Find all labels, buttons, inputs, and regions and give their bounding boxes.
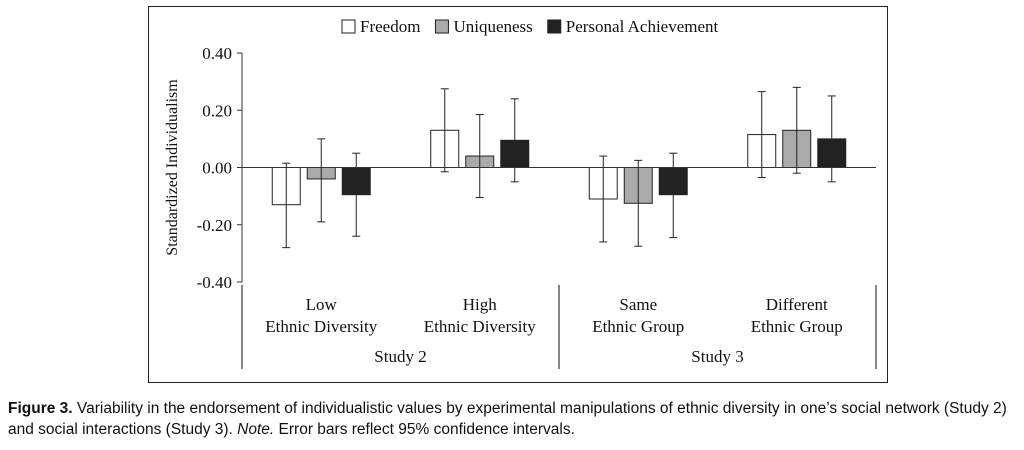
group-label: Study 3 <box>691 347 743 366</box>
caption-text-end: Error bars reflect 95% confidence interv… <box>274 421 575 438</box>
figure-caption: Figure 3. Variability in the endorsement… <box>8 398 1020 440</box>
category-label: Ethnic Group <box>592 317 684 336</box>
legend-swatch <box>341 19 356 34</box>
y-tick-label: 0.20 <box>202 101 232 120</box>
y-tick-label: 0.40 <box>202 44 232 63</box>
legend-swatch <box>547 19 562 34</box>
legend-label: Uniqueness <box>453 17 532 36</box>
y-tick-label: 0.00 <box>202 159 232 178</box>
legend-label: Personal Achievement <box>566 17 719 36</box>
category-label: Low <box>306 295 338 314</box>
caption-label: Figure 3. <box>8 400 73 417</box>
caption-note: Note. <box>237 421 275 438</box>
caption-text: Variability in the endorsement of indivi… <box>8 400 1007 438</box>
category-label: Ethnic Group <box>751 317 843 336</box>
legend-label: Freedom <box>360 17 420 36</box>
legend-swatch <box>434 19 449 34</box>
y-tick-label: -0.20 <box>197 216 232 235</box>
chart-frame: 0.40 0.20 0.00 -0.20 -0.40 Standardized Indiv… <box>148 6 888 383</box>
y-axis-label: Standardized Individualism <box>164 79 181 256</box>
y-tick-label: -0.40 <box>197 273 232 292</box>
bar-chart: 0.40 0.20 0.00 -0.20 -0.40 Standardized Indiv… <box>164 17 877 369</box>
category-label: Different <box>766 295 828 314</box>
category-label: Ethnic Diversity <box>265 317 377 336</box>
category-label: Same <box>619 295 657 314</box>
category-label: Ethnic Diversity <box>424 317 536 336</box>
category-label: High <box>463 295 498 314</box>
group-label: Study 2 <box>374 347 426 366</box>
